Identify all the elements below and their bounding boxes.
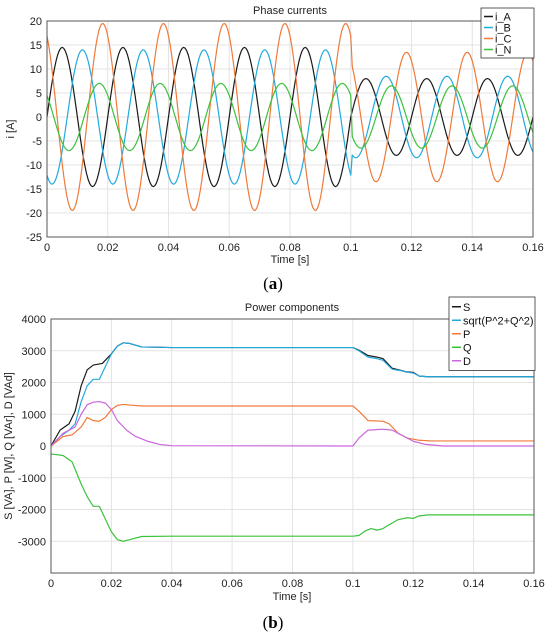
legend-label: i_C [495, 34, 512, 46]
x-tick-label: 0.04 [158, 242, 179, 254]
x-tick-label: 0.02 [101, 578, 122, 590]
series-line-q [50, 453, 534, 542]
legend-label: i_A [495, 12, 512, 24]
series-line-i-c [46, 22, 534, 212]
legend-label: Q [463, 342, 472, 354]
y-tick-label: 15 [30, 40, 42, 52]
x-tick-label: 0.08 [279, 242, 300, 254]
axes-frame [46, 20, 534, 238]
y-tick-label: 10 [30, 64, 42, 76]
x-tick-label: 0.16 [522, 242, 543, 254]
x-tick-label: 0.06 [221, 578, 242, 590]
y-tick-label: -5 [32, 136, 42, 148]
x-tick-label: 0.16 [523, 578, 544, 590]
x-tick-label: 0.14 [462, 242, 483, 254]
y-tick-label: 4000 [22, 314, 46, 326]
axes-frame [50, 318, 535, 574]
x-tick-label: 0 [44, 242, 50, 254]
x-tick-label: 0.04 [161, 578, 182, 590]
x-tick-label: 0.12 [401, 242, 422, 254]
series-lines [46, 22, 534, 212]
chart-power-components: 0 0.02 0.04 0.06 0.08 0.1 0.12 0.14 0.16 -3000 -20… [3, 296, 545, 603]
legend-label: i_B [495, 23, 511, 35]
legend-box [448, 296, 536, 371]
y-axis-label: S [VA], P [W], Q [VAr], D [VAd] [3, 372, 15, 520]
x-tick-label: 0.06 [219, 242, 240, 254]
x-axis-label: Time [s] [271, 254, 310, 266]
y-tick-label: -10 [26, 160, 42, 172]
series-line-i-a [46, 46, 534, 188]
series-line-i-b [46, 49, 534, 185]
tick-labels: 0 0.02 0.04 0.06 0.08 0.1 0.12 0.14 0.16 -25 -20 -1… [26, 16, 544, 254]
series-lines [50, 342, 534, 542]
x-tick-label: 0.02 [97, 242, 118, 254]
y-tick-label: -25 [26, 232, 42, 244]
y-tick-label: 0 [36, 112, 42, 124]
y-tick-label: -1000 [18, 473, 46, 485]
series-line-sqrt-p-2-q-2 [50, 342, 534, 447]
y-tick-label: 1000 [22, 409, 46, 421]
legend-label: D [463, 356, 471, 368]
chart-title: Power components [245, 302, 340, 314]
y-tick-label: 20 [30, 16, 42, 28]
y-tick-label: -3000 [18, 536, 46, 548]
y-tick-label: 3000 [22, 346, 46, 358]
x-tick-label: 0.08 [282, 578, 303, 590]
tick-labels: 0 0.02 0.04 0.06 0.08 0.1 0.12 0.14 0.16 -3000 -20… [18, 314, 545, 590]
legend-label: P [463, 329, 470, 341]
x-tick-label: 0.12 [403, 578, 424, 590]
series-line-d [50, 400, 534, 447]
y-tick-label: -20 [26, 208, 42, 220]
x-tick-label: 0.14 [463, 578, 484, 590]
legend-label: i_N [495, 45, 512, 57]
x-tick-label: 0 [48, 578, 54, 590]
caption-a: (a) [263, 274, 283, 293]
legend: i_Ai_Bi_Ci_N [480, 7, 535, 59]
x-axis-label: Time [s] [273, 591, 312, 603]
x-tick-label: 0.1 [345, 578, 360, 590]
y-axis-label: i [A] [5, 120, 17, 139]
series-line-i-n [46, 82, 534, 152]
x-tick-label: 0.1 [343, 242, 358, 254]
y-tick-label: -15 [26, 184, 42, 196]
chart-phase-currents: 0 0.02 0.04 0.06 0.08 0.1 0.12 0.14 0.16 -25 -20 -1… [5, 5, 544, 266]
chart-title: Phase currents [253, 5, 327, 17]
y-tick-label: 2000 [22, 378, 46, 390]
y-tick-label: -2000 [18, 505, 46, 517]
legend-label: sqrt(P^2+Q^2) [463, 315, 534, 327]
y-tick-label: 5 [36, 88, 42, 100]
legend-label: S [463, 302, 470, 314]
caption-b: (b) [263, 613, 284, 632]
y-tick-label: 0 [40, 441, 46, 453]
